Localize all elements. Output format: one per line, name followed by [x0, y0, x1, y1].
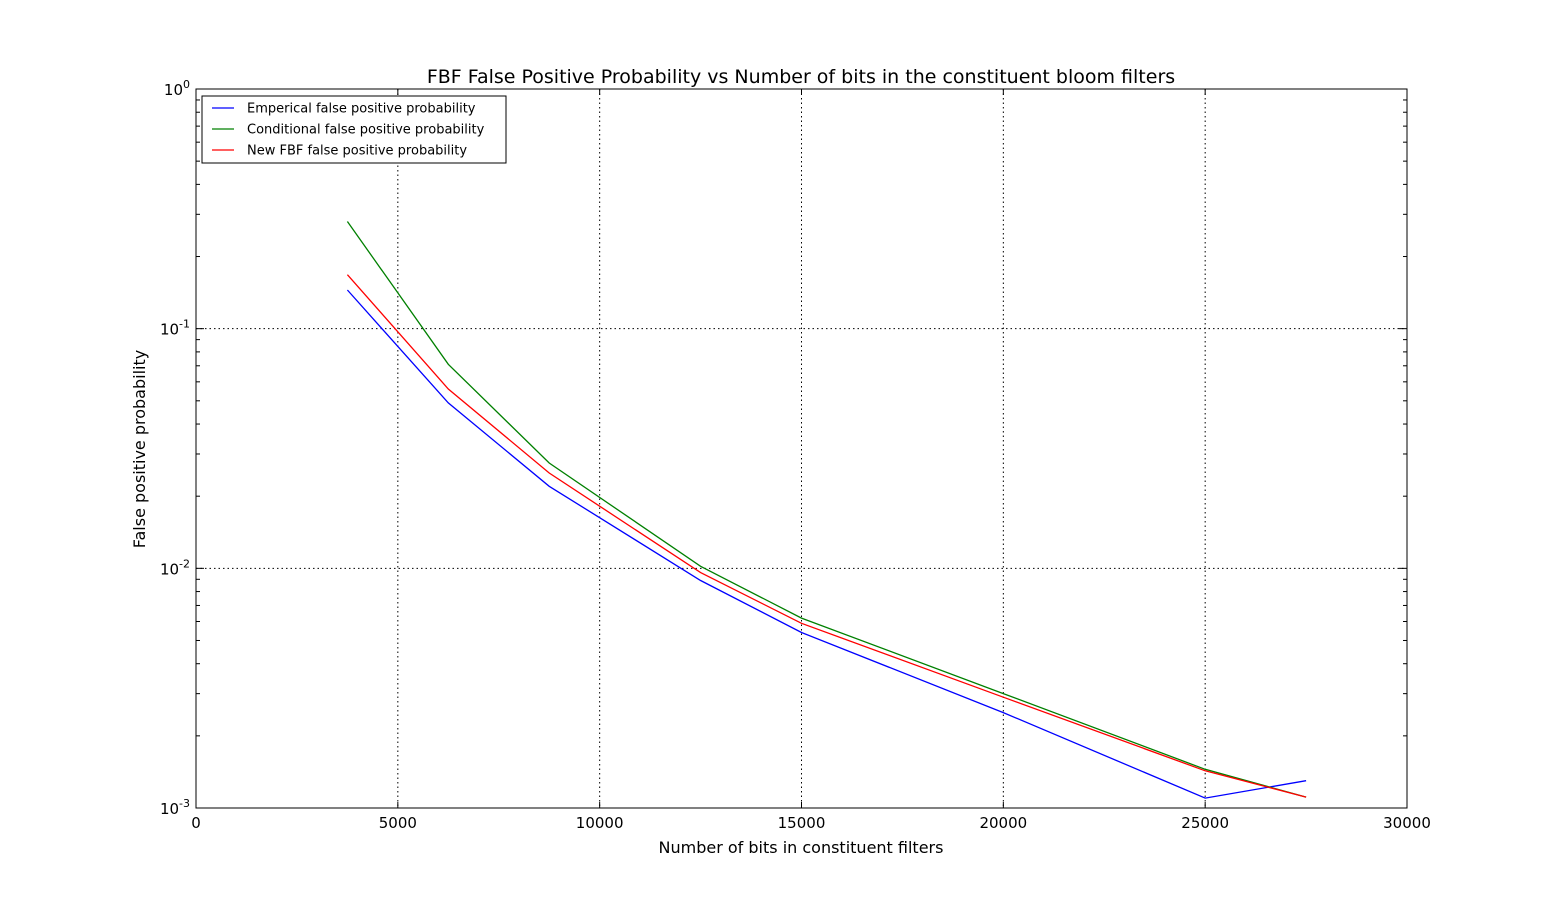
x-tick-label: 20000: [979, 814, 1027, 832]
plot-frame: [195, 88, 1408, 809]
x-tick-label: 15000: [778, 814, 826, 832]
y-tick-label: 10-3: [160, 797, 190, 818]
series-line: [346, 274, 1307, 798]
y-tick-label: 10-2: [160, 557, 190, 578]
series-line: [346, 221, 1307, 798]
y-tick-label: 10-1: [160, 318, 190, 339]
axis-ticks: 0 5000 10000 15000 20000 25000 30000 10-3 10-2 10…: [160, 78, 1431, 832]
y-tick-label: 100: [164, 78, 190, 99]
legend: Emperical false positive probability Cond…: [201, 95, 507, 164]
legend-box: [201, 95, 507, 164]
x-axis-label: Number of bits in constituent filters: [659, 838, 944, 857]
legend-label: New FBF false positive probability: [247, 144, 467, 159]
x-tick-label: 5000: [379, 814, 417, 832]
series-line: [346, 289, 1307, 799]
grid: [196, 89, 1407, 808]
chart-title: FBF False Positive Probability vs Number…: [427, 66, 1175, 88]
x-tick-label: 10000: [576, 814, 624, 832]
legend-label: Conditional false positive probability: [247, 123, 485, 138]
x-tick-label: 30000: [1383, 814, 1431, 832]
y-axis-label: False positive probability: [130, 350, 149, 548]
x-tick-label: 25000: [1181, 814, 1229, 832]
x-tick-label: 0: [191, 814, 201, 832]
legend-label: Emperical false positive probability: [247, 102, 476, 117]
series-lines: [346, 221, 1307, 799]
